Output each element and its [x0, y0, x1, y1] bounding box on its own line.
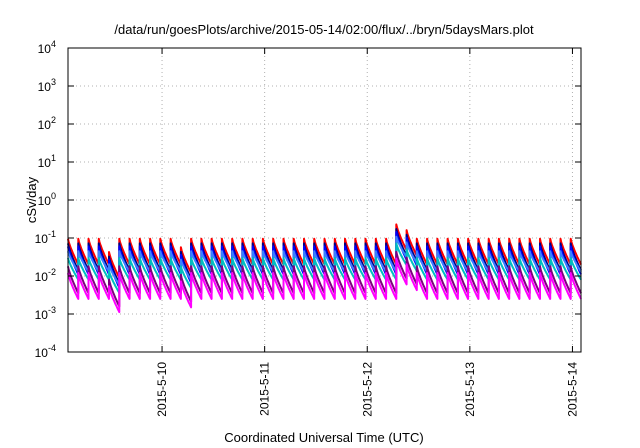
series-lines: [67, 223, 582, 314]
x-axis-label: Coordinated Universal Time (UTC): [224, 430, 423, 445]
x-tick-label: 2015-5-11: [258, 362, 272, 416]
x-axis: 2015-5-10 2015-5-11 2015-5-12 2015-5-13 2015…: [155, 48, 579, 417]
series-line-7: [67, 257, 582, 314]
x-tick-label: 2015-5-13: [463, 362, 477, 417]
x-tick-label: 2015-5-10: [155, 362, 169, 417]
x-tick-label: 2015-5-14: [565, 362, 579, 417]
y-axis-label: cSv/day: [24, 176, 39, 223]
chart-title: /data/run/goesPlots/archive/2015-05-14/0…: [114, 22, 534, 37]
x-tick-label: 2015-5-12: [360, 362, 374, 417]
